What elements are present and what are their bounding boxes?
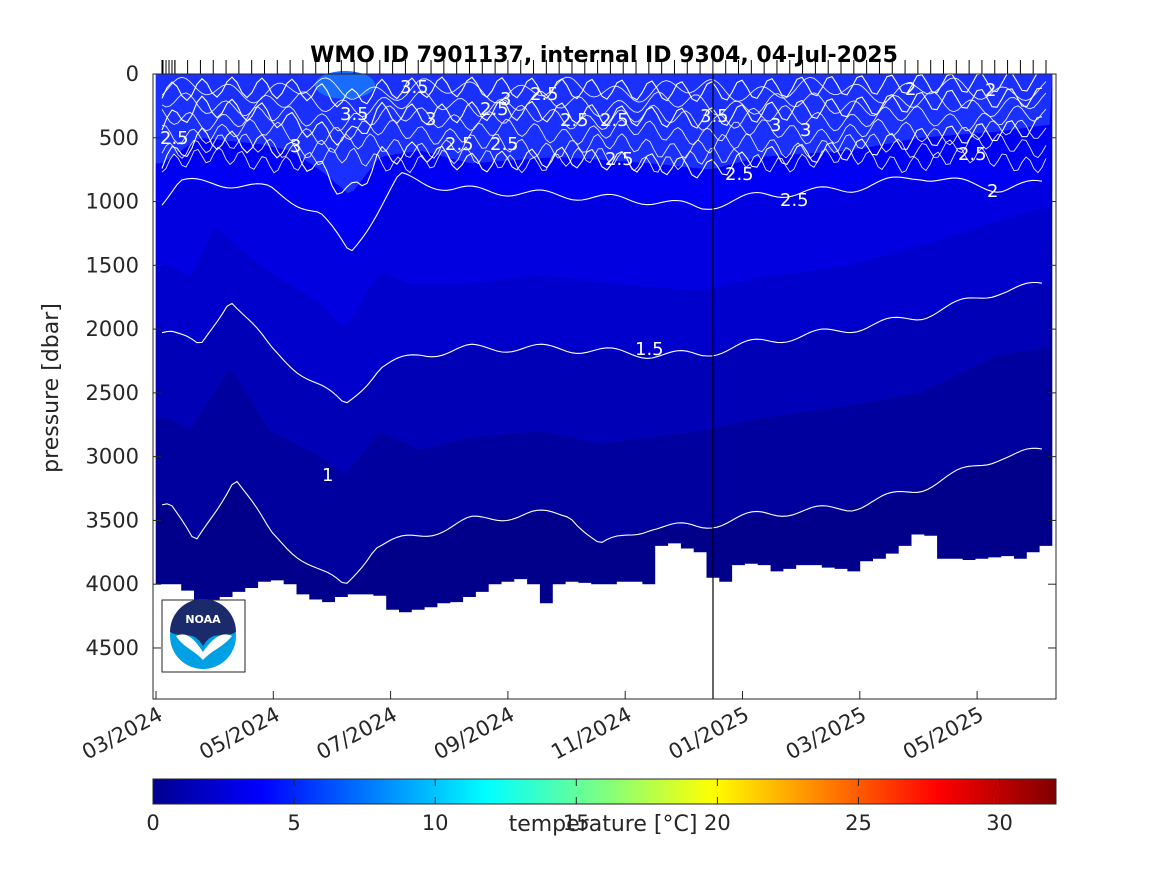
y-tick-label: 500 bbox=[99, 126, 139, 150]
contour-label: 2.5 bbox=[605, 149, 634, 170]
y-tick-label: 2000 bbox=[86, 317, 139, 341]
x-tick-label: 05/2025 bbox=[899, 702, 987, 764]
band-fill-warm bbox=[315, 71, 375, 99]
contour-label: 3 bbox=[425, 109, 436, 130]
contour-line bbox=[161, 116, 1043, 195]
y-tick-label: 4500 bbox=[86, 636, 139, 660]
left-margin bbox=[154, 75, 156, 698]
contour-label: 2.5 bbox=[445, 134, 474, 155]
colorbar-tick-label: 10 bbox=[422, 811, 449, 835]
colorbar-tick-label: 0 bbox=[146, 811, 159, 835]
colorbar-tick-label: 30 bbox=[986, 811, 1013, 835]
contour-line bbox=[161, 447, 1043, 584]
profile-ticks bbox=[161, 60, 1047, 74]
y-tick-label: 3500 bbox=[86, 508, 139, 532]
contour-label: 3.5 bbox=[400, 77, 429, 98]
y-tick-label: 3000 bbox=[86, 445, 139, 469]
contour-line bbox=[161, 90, 1047, 118]
x-tick-label: 05/2024 bbox=[195, 702, 283, 764]
x-axis: 03/2024 05/2024 07/2024 09/2024 11/2024 01/20… bbox=[78, 691, 987, 764]
colorbar-tick-label: 15 bbox=[563, 811, 590, 835]
y-tick-label: 4000 bbox=[86, 572, 139, 596]
contour-line bbox=[161, 118, 1047, 146]
contour-label: 3 bbox=[500, 89, 511, 110]
temperature-fill bbox=[155, 71, 1053, 699]
contour-line bbox=[161, 72, 1043, 108]
contour-label: 2 bbox=[985, 80, 996, 101]
contour-line bbox=[161, 104, 1047, 132]
y-tick-label: 1500 bbox=[86, 253, 139, 277]
x-tick-label: 09/2024 bbox=[430, 702, 518, 764]
x-tick-label: 03/2024 bbox=[78, 702, 166, 764]
contour-line bbox=[161, 146, 1047, 174]
contour-line bbox=[161, 87, 1043, 146]
contour-label: 3 bbox=[770, 115, 781, 136]
noaa-logo-text: NOAA bbox=[185, 613, 221, 626]
contour-label: 1.5 bbox=[635, 339, 664, 360]
contour-label: 2.5 bbox=[490, 134, 519, 155]
contour-label: 2 bbox=[987, 181, 998, 202]
contour-line bbox=[161, 171, 1043, 252]
contour-label: 2.5 bbox=[530, 84, 559, 105]
contour-label: 2.5 bbox=[480, 99, 509, 120]
contour-label: 2.5 bbox=[725, 164, 754, 185]
colorbar-tick-label: 5 bbox=[287, 811, 300, 835]
contour-label: 2.5 bbox=[600, 110, 629, 131]
colorbar-scale bbox=[152, 778, 1057, 805]
x-tick-label: 01/2025 bbox=[665, 702, 753, 764]
colorbar-tick-label: 25 bbox=[845, 811, 872, 835]
x-tick-label: 11/2024 bbox=[547, 702, 635, 764]
contour-label: 3 bbox=[800, 120, 811, 141]
colorbar: 0 5 10 15 20 25 30 temperature [°C] bbox=[146, 778, 1057, 837]
contour-label: 3.5 bbox=[340, 104, 369, 125]
band-fill bbox=[155, 74, 1053, 99]
y-tick-label: 0 bbox=[126, 62, 139, 86]
noaa-logo: NOAA bbox=[161, 599, 246, 673]
contour-line bbox=[161, 133, 1047, 159]
colorbar-ticks: 0 5 10 15 20 25 30 bbox=[146, 779, 1013, 835]
contour-label: 3.5 bbox=[700, 106, 729, 127]
contour-label: 1 bbox=[322, 465, 333, 486]
contour-label: 3 bbox=[290, 136, 301, 157]
y-axis-label: pressure [dbar] bbox=[39, 303, 64, 473]
colorbar-label: temperature [°C] bbox=[509, 812, 698, 837]
y-tick-label: 1000 bbox=[86, 190, 139, 214]
contour-lines bbox=[161, 72, 1047, 584]
contour-label: 2.5 bbox=[560, 110, 589, 131]
y-tick-label: 2500 bbox=[86, 381, 139, 405]
contour-line bbox=[161, 76, 1047, 104]
plot-frame bbox=[152, 73, 1057, 700]
x-tick-label: 07/2024 bbox=[313, 702, 401, 764]
contour-label: 2 bbox=[905, 79, 916, 100]
x-tick-label: 03/2025 bbox=[782, 702, 870, 764]
colorbar-tick-label: 20 bbox=[704, 811, 731, 835]
contour-line bbox=[161, 281, 1043, 404]
contour-label: 2.5 bbox=[160, 128, 189, 149]
y-axis: 0 500 1000 1500 2000 2500 3000 3500 4000 4500 bbox=[86, 62, 1056, 660]
contour-label: 2.5 bbox=[780, 190, 809, 211]
band-fill bbox=[155, 74, 1053, 138]
contour-label: 2.5 bbox=[958, 144, 987, 165]
chart-title: WMO ID 7901137, internal ID 9304, 04-Jul… bbox=[310, 43, 898, 68]
